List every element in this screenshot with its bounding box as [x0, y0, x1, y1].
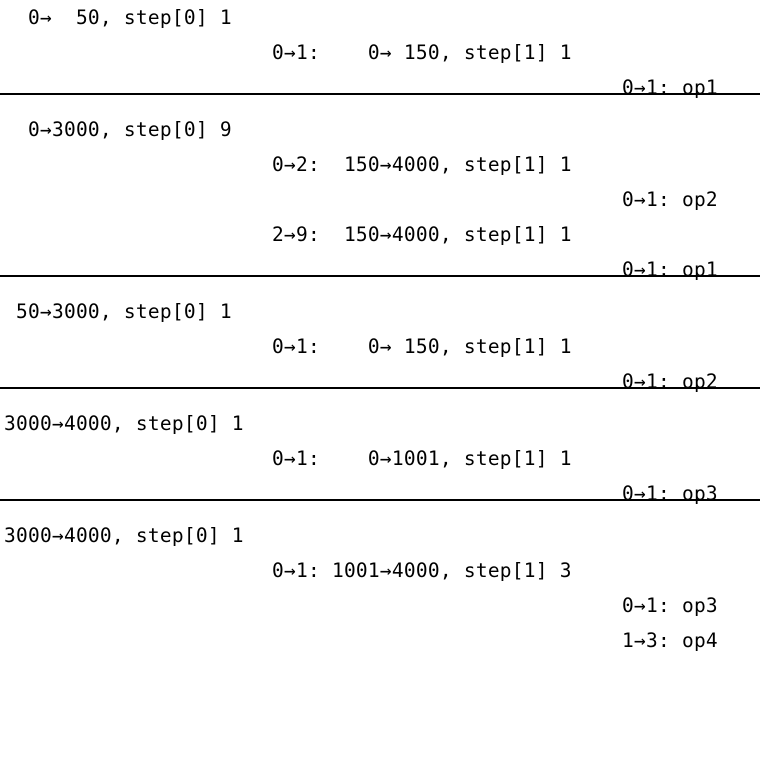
- op-line: 1→3: op4: [622, 629, 718, 652]
- block-divider: [0, 499, 760, 501]
- outer-loop-line: 3000→4000, step[0] 1: [4, 412, 244, 435]
- inner-loop-line: 0→2: 150→4000, step[1] 1: [272, 153, 572, 176]
- op-line: 0→1: op1: [622, 76, 718, 99]
- outer-loop-line: 0→ 50, step[0] 1: [4, 6, 232, 29]
- op-line: 0→1: op3: [622, 482, 718, 505]
- op-line: 0→1: op2: [622, 370, 718, 393]
- op-line: 0→1: op2: [622, 188, 718, 211]
- op-line: 0→1: op3: [622, 594, 718, 617]
- outer-loop-line: 3000→4000, step[0] 1: [4, 524, 244, 547]
- block-divider: [0, 93, 760, 95]
- op-line: 0→1: op1: [622, 258, 718, 281]
- block-divider: [0, 387, 760, 389]
- outer-loop-line: 0→3000, step[0] 9: [4, 118, 232, 141]
- inner-loop-line: 0→1: 0→1001, step[1] 1: [272, 447, 572, 470]
- inner-loop-line: 2→9: 150→4000, step[1] 1: [272, 223, 572, 246]
- inner-loop-line: 0→1: 0→ 150, step[1] 1: [272, 41, 572, 64]
- outer-loop-line: 50→3000, step[0] 1: [4, 300, 232, 323]
- inner-loop-line: 0→1: 0→ 150, step[1] 1: [272, 335, 572, 358]
- inner-loop-line: 0→1: 1001→4000, step[1] 3: [272, 559, 572, 582]
- block-divider: [0, 275, 760, 277]
